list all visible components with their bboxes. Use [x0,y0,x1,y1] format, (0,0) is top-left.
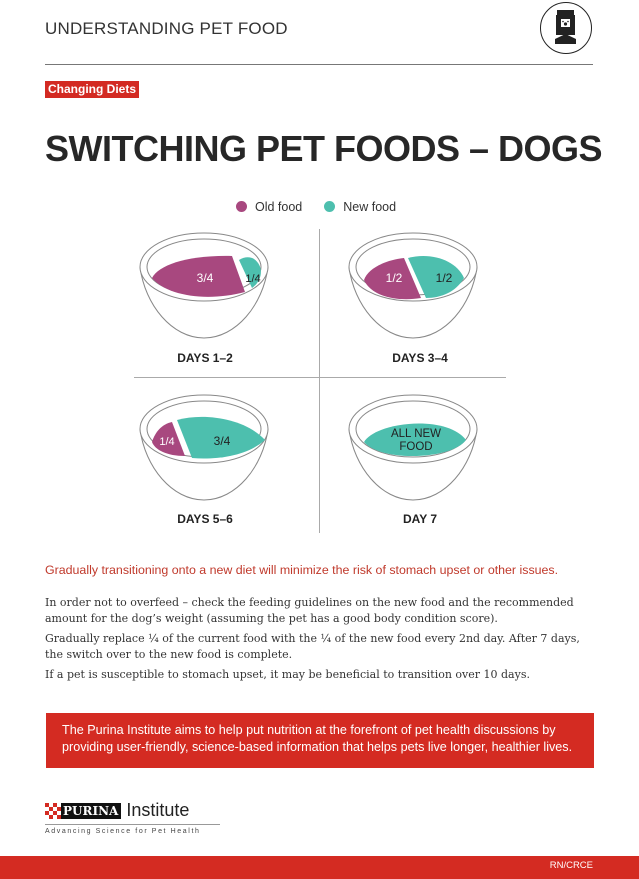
paragraph: Gradually replace ¼ of the current food … [45,632,580,661]
lead-text: Gradually transitioning onto a new diet … [45,563,559,577]
new-portion: 3/4 [214,434,231,448]
old-portion: 3/4 [197,271,214,285]
bowl-day-7: ALL NEW FOOD [348,394,478,501]
mission-banner: The Purina Institute aims to help put nu… [46,713,594,768]
stage-label: DAY 7 [402,512,438,526]
logo-tagline: Advancing Science for Pet Health [45,828,201,835]
legend-old: Old food [236,200,302,214]
logo-name: Institute [126,800,190,820]
category-tag: Changing Diets [45,81,140,98]
new-portion-line2: FOOD [399,441,432,453]
paragraph: If a pet is susceptible to stomach upset… [45,668,530,681]
footer-bar: RN/CRCE [0,856,639,879]
page-title: SWITCHING PET FOODS – DOGS [45,128,603,169]
bowl-days-5-6: 1/4 3/4 [139,394,269,501]
header-title: UNDERSTANDING PET FOOD [45,19,288,38]
legend-new-label: New food [343,200,397,214]
grid-divider-horizontal [134,377,506,378]
new-portion: 1/2 [436,271,453,285]
paragraph: In order not to overfeed – check the fee… [45,596,574,625]
old-portion: 1/4 [159,436,174,448]
old-portion: 1/2 [386,271,403,285]
legend-new: New food [324,200,396,214]
old-food-swatch [236,201,247,212]
new-food-swatch [324,201,336,212]
new-portion: 1/4 [245,273,260,285]
header-divider [45,64,593,65]
logo-brand: PURINA [63,803,119,818]
footer-code: RN/CRCE [549,860,593,871]
checkerboard-icon [45,802,61,819]
pet-food-bag-icon [540,2,592,54]
stage-label: DAYS 5–6 [177,512,233,526]
new-portion-line1: ALL NEW [391,428,441,440]
stage-label: DAYS 1–2 [177,351,233,365]
legend: Old food New food [236,200,396,214]
grid-divider-vertical [319,229,320,533]
legend-old-label: Old food [255,200,303,214]
stage-label: DAYS 3–4 [392,351,448,365]
bowl-days-1-2: 3/4 1/4 [139,232,269,339]
bowl-days-3-4: 1/2 1/2 [348,232,478,339]
purina-institute-logo: PURINA Institute Advancing Science for P… [45,800,220,835]
